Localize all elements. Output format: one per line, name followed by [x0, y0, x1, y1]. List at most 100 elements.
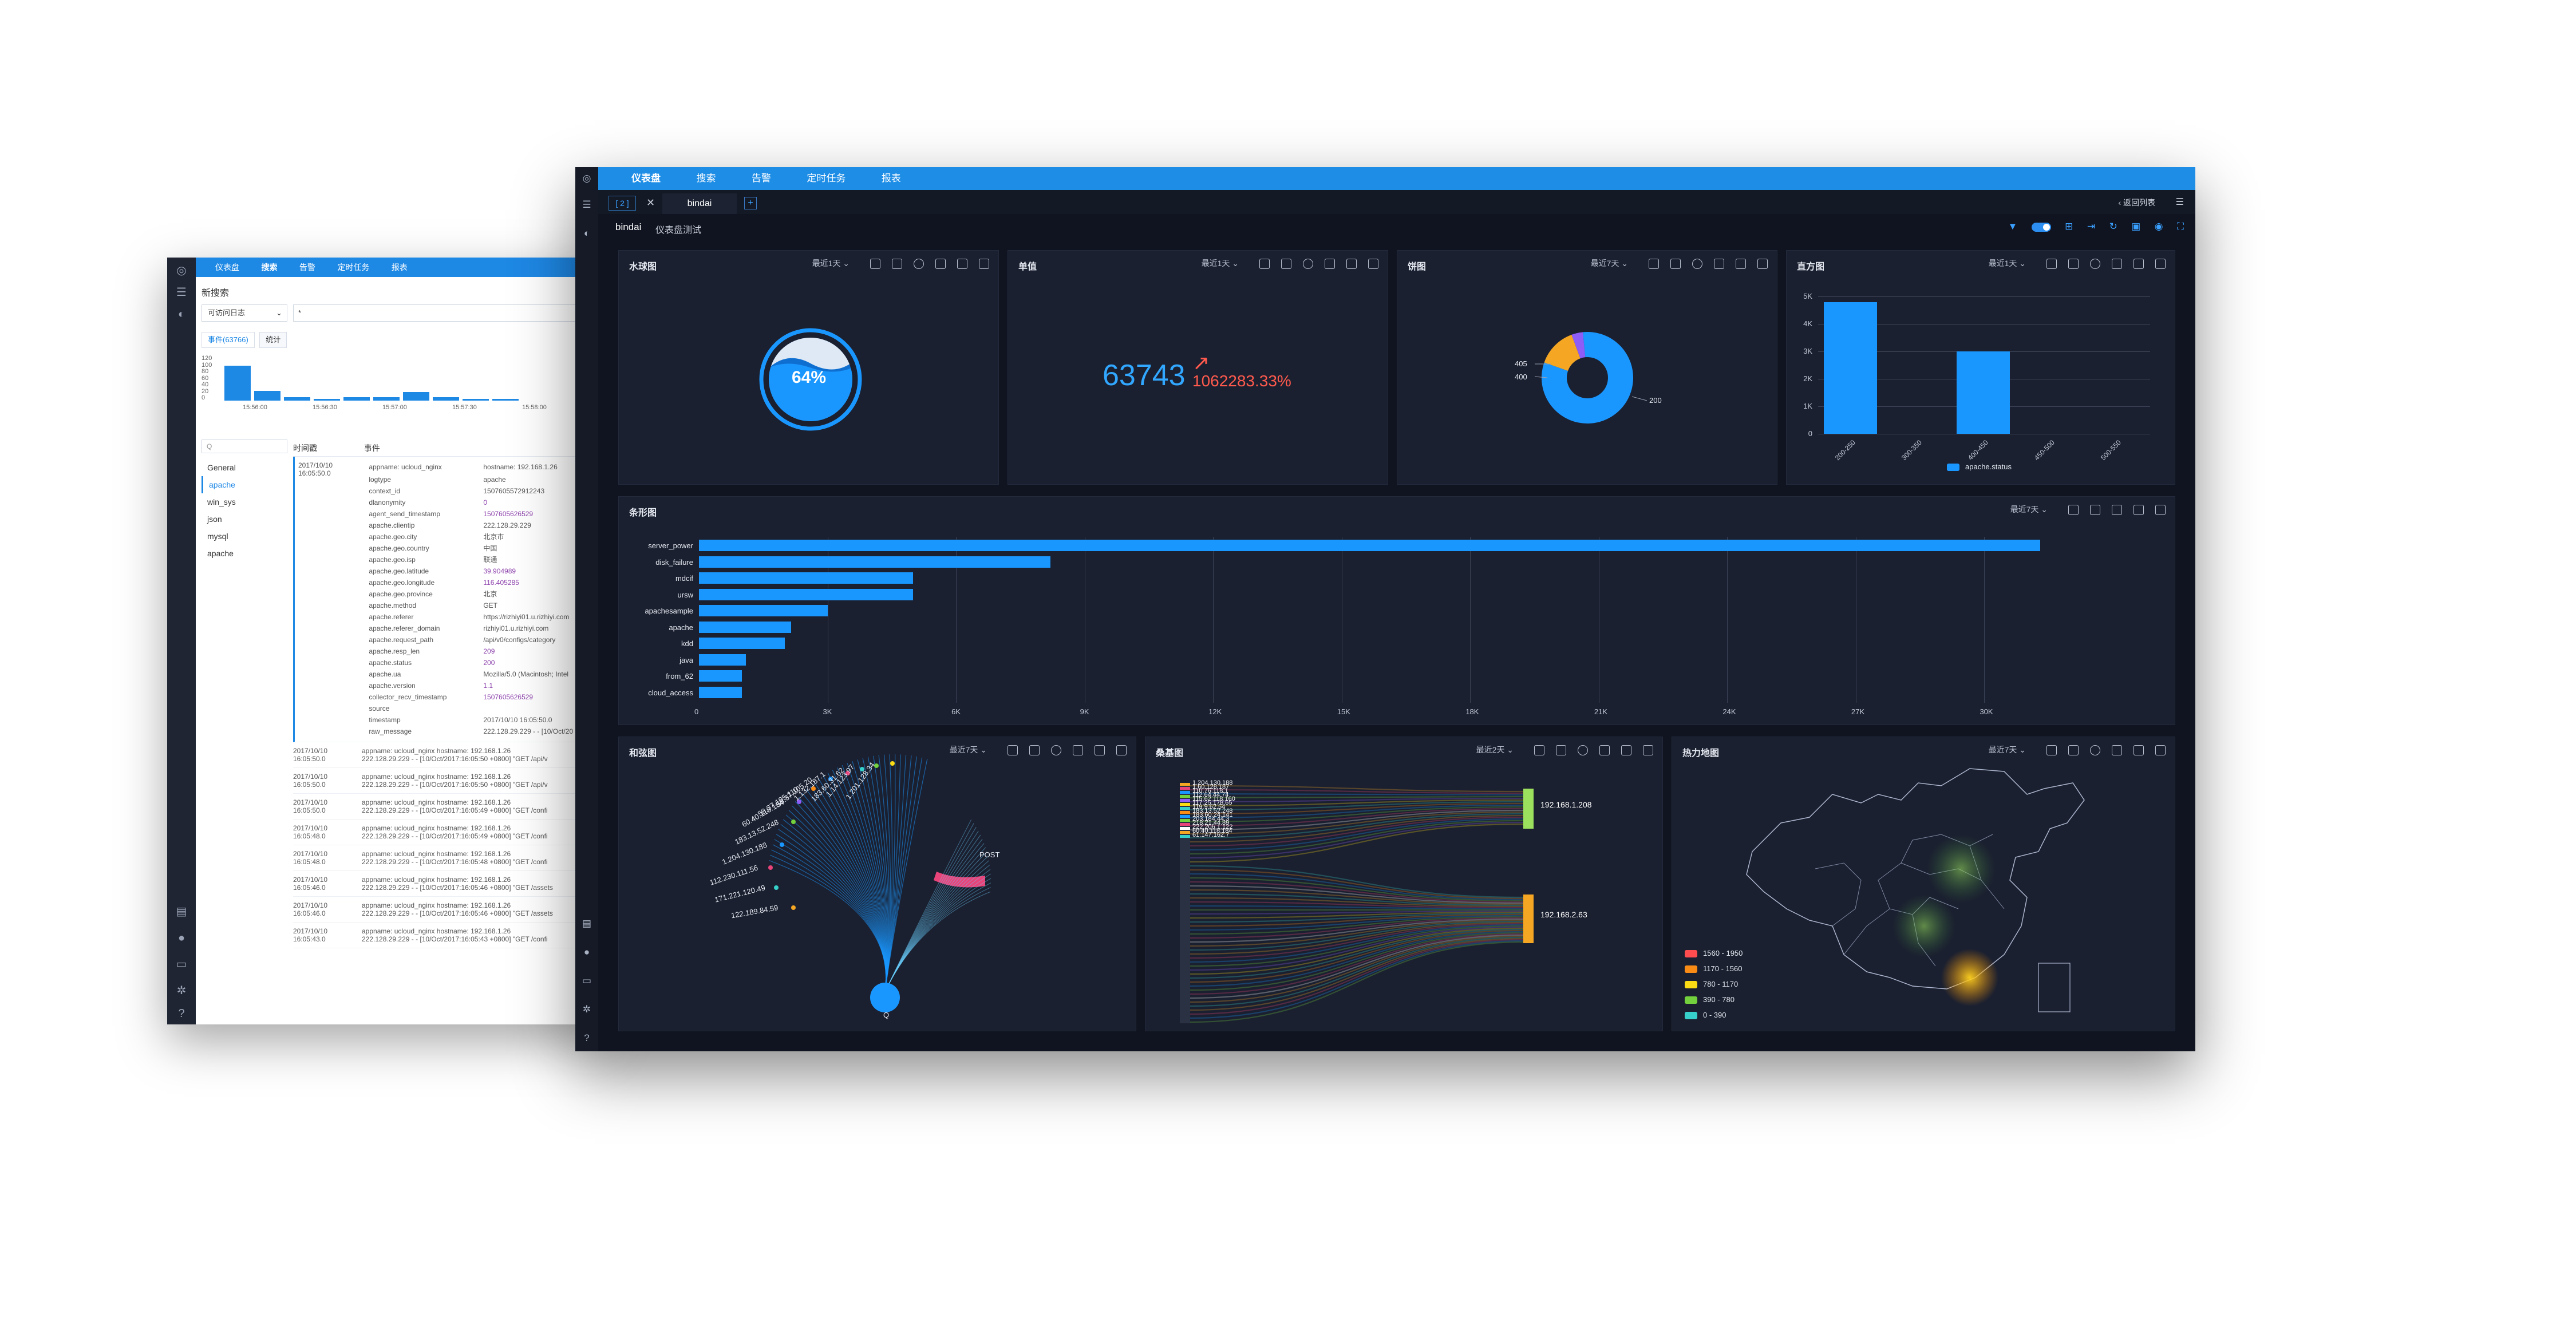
image-icon[interactable] — [957, 259, 967, 270]
download-icon[interactable] — [1325, 259, 1335, 270]
field-value[interactable]: 2017/10/10 16:05:50.0 — [483, 716, 552, 724]
field-value[interactable]: /api/v0/configs/category — [483, 636, 556, 644]
table-row[interactable]: 2017/10/10 16:05:50.0 appname: ucloud_ngin… — [293, 742, 602, 768]
chat-icon[interactable]: ▤ — [176, 905, 187, 918]
menu-icon[interactable]: ☰ — [176, 286, 187, 299]
source-item[interactable]: apache — [207, 549, 234, 558]
add-panel-icon[interactable]: ⊞ — [2065, 221, 2073, 232]
source-item[interactable]: json — [207, 514, 222, 524]
link-icon[interactable]: ◐ — [583, 228, 590, 239]
range-select[interactable]: 最近7天 ⌄ — [949, 745, 987, 754]
tab-events[interactable]: 事件(63766) — [202, 332, 255, 348]
field-value[interactable]: rizhiyi01.u.rizhiyi.com — [483, 624, 549, 632]
theme-icon[interactable]: ◉ — [2154, 221, 2163, 232]
field-value[interactable]: 0 — [483, 498, 488, 506]
range-select[interactable]: 最近1天 ⌄ — [1201, 259, 1239, 268]
source-item[interactable]: mysql — [207, 532, 228, 541]
field-value[interactable]: 116.405285 — [483, 579, 519, 587]
query-input[interactable]: * — [293, 304, 602, 322]
edit-icon[interactable] — [2046, 259, 2057, 270]
image-icon[interactable] — [1095, 745, 1105, 756]
table-row[interactable]: 2017/10/10 16:05:46.0 appname: ucloud_ngin… — [293, 871, 602, 897]
zoom-icon[interactable] — [2068, 745, 2079, 756]
refresh-icon[interactable] — [2090, 259, 2100, 270]
close-icon[interactable]: ✕ — [646, 197, 655, 208]
download-icon[interactable] — [2112, 745, 2122, 756]
trash-icon[interactable] — [2155, 505, 2166, 516]
download-icon[interactable] — [1073, 745, 1083, 756]
export-icon[interactable]: ⇥ — [2087, 221, 2096, 232]
source-item[interactable]: apache — [202, 476, 287, 493]
table-row[interactable]: 2017/10/10 16:05:48.0 appname: ucloud_ngin… — [293, 845, 602, 871]
zoom-icon[interactable] — [892, 259, 902, 270]
range-select[interactable]: 最近7天 ⌄ — [1988, 745, 2026, 754]
back-to-list-link[interactable]: ‹ 返回列表 — [2118, 198, 2155, 207]
image-icon[interactable] — [2134, 259, 2144, 270]
zoom-icon[interactable] — [2090, 505, 2100, 516]
field-value[interactable]: GET — [483, 601, 498, 609]
link-icon[interactable]: ◐ — [177, 308, 185, 320]
auto-refresh-toggle[interactable] — [2031, 222, 2051, 232]
range-select[interactable]: 最近2天 ⌄ — [1476, 745, 1514, 754]
add-tab-button[interactable]: + — [744, 197, 757, 209]
refresh-icon[interactable]: ↻ — [2109, 221, 2117, 232]
download-icon[interactable] — [2112, 505, 2122, 516]
refresh-icon[interactable] — [914, 259, 924, 270]
field-value[interactable]: 北京 — [483, 590, 497, 598]
trash-icon[interactable] — [2155, 745, 2166, 756]
zoom-icon[interactable] — [2068, 259, 2079, 270]
help-icon[interactable]: ? — [178, 1007, 185, 1020]
more-icon[interactable]: ☰ — [2175, 197, 2184, 207]
field-value[interactable]: 222.128.29.229 - - [10/Oct/20 — [483, 727, 574, 735]
gear-icon[interactable]: ✲ — [176, 984, 187, 997]
trash-icon[interactable] — [979, 259, 989, 270]
field-value[interactable]: apache — [483, 476, 506, 484]
nav-alert[interactable]: 告警 — [751, 173, 771, 184]
download-icon[interactable] — [1714, 259, 1724, 270]
trash-icon[interactable] — [2155, 259, 2166, 270]
index-select[interactable]: 可访问日志 ⌄ — [202, 304, 287, 322]
zoom-icon[interactable] — [1556, 745, 1566, 756]
field-value[interactable]: 1507605626529 — [483, 693, 534, 701]
table-row[interactable]: 2017/10/10 16:05:50.0 appname: ucloud_ngi… — [293, 457, 602, 742]
field-value[interactable]: https://rizhiyi01.u.rizhiyi.com — [483, 613, 570, 621]
refresh-icon[interactable] — [1692, 259, 1702, 270]
nav-dashboard[interactable]: 仪表盘 — [215, 263, 239, 272]
filter-icon[interactable]: ▼ — [2008, 221, 2018, 232]
table-row[interactable]: 2017/10/10 16:05:48.0 appname: ucloud_ngin… — [293, 820, 602, 845]
nav-alert[interactable]: 告警 — [299, 263, 315, 272]
nav-report[interactable]: 报表 — [391, 263, 408, 272]
user-icon[interactable]: ● — [583, 947, 590, 957]
download-icon[interactable] — [2112, 259, 2122, 270]
trash-icon[interactable] — [1368, 259, 1378, 270]
field-value[interactable]: 中国 — [483, 544, 497, 552]
save-icon[interactable]: ▣ — [2131, 221, 2141, 232]
refresh-icon[interactable] — [1303, 259, 1313, 270]
range-select[interactable]: 最近1天 ⌄ — [812, 259, 850, 268]
field-value[interactable]: 39.904989 — [483, 567, 516, 575]
edit-icon[interactable] — [1649, 259, 1659, 270]
refresh-icon[interactable] — [1578, 745, 1588, 756]
source-search-input[interactable]: Q — [202, 440, 287, 453]
field-value[interactable]: Mozilla/5.0 (Macintosh; Intel — [483, 670, 569, 678]
refresh-icon[interactable] — [1051, 745, 1061, 756]
trash-icon[interactable] — [1116, 745, 1127, 756]
user-icon[interactable]: ● — [177, 932, 185, 944]
range-select[interactable]: 最近7天 ⌄ — [2010, 505, 2048, 514]
image-icon[interactable] — [1621, 745, 1631, 756]
edit-icon[interactable] — [870, 259, 880, 270]
nav-report[interactable]: 报表 — [881, 173, 901, 184]
refresh-icon[interactable] — [2090, 745, 2100, 756]
edit-icon[interactable] — [2046, 745, 2057, 756]
gear-icon[interactable]: ✲ — [582, 1004, 591, 1015]
edit-icon[interactable] — [1008, 745, 1018, 756]
image-icon[interactable] — [2134, 745, 2144, 756]
trash-icon[interactable] — [1757, 259, 1768, 270]
download-icon[interactable] — [935, 259, 946, 270]
table-row[interactable]: 2017/10/10 16:05:50.0 appname: ucloud_ngin… — [293, 794, 602, 820]
tab-pager[interactable]: [ 2 ] — [609, 196, 636, 211]
field-value[interactable]: 1.1 — [483, 682, 493, 690]
field-value[interactable]: 222.128.29.229 — [483, 521, 531, 529]
zoom-icon[interactable] — [1670, 259, 1681, 270]
field-value[interactable]: 209 — [483, 647, 495, 655]
